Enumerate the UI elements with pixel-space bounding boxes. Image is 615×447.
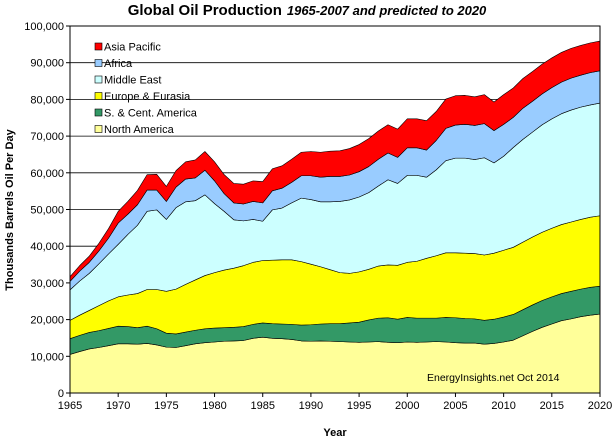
y-tick-label: 80,000 [30,94,64,106]
y-tick-label: 90,000 [30,58,64,70]
x-tick-label: 1985 [250,400,274,412]
x-tick-label: 1970 [106,400,130,412]
legend-label-north-america: North America [104,124,175,136]
chart-subtitle: 1965-2007 and predicted to 2020 [287,3,487,18]
legend-swatch-s-cent-america [94,108,103,117]
x-axis-title: Year [323,427,347,439]
y-axis-ticks: 0 10,000 20,000 30,000 40,000 50,000 60,000 70,… [24,21,70,400]
y-tick-label: 0 [58,388,64,400]
legend-swatch-africa [94,59,103,67]
legend-swatch-middle-east [94,75,103,84]
credit-label: EnergyInsights.net Oct 2014 [427,372,560,384]
legend-label-asia-pacific: Asia Pacific [104,42,161,54]
y-tick-label: 20,000 [30,315,64,327]
y-tick-label: 70,000 [30,131,64,143]
x-tick-label: 2015 [540,400,564,412]
x-tick-label: 1980 [202,400,226,412]
chart-title-line: Global Oil Production 1965-2007 and predi… [128,2,487,19]
y-axis-title: Thousands Barrels Oil Per Day [4,128,16,290]
legend-label-africa: Africa [104,58,133,70]
chart-title: Global Oil Production [128,2,282,19]
y-tick-label: 30,000 [30,278,64,290]
x-tick-label: 2000 [395,400,419,412]
legend-label-s-cent-america: S. & Cent. America [104,108,198,120]
x-tick-label: 2020 [588,400,612,412]
y-tick-label: 100,000 [24,21,64,33]
x-tick-label: 1975 [154,400,178,412]
legend-label-europe-eurasia: Europe & Eurasia [104,91,191,103]
y-tick-label: 40,000 [30,241,64,253]
legend-swatch-north-america [94,125,103,133]
y-tick-label: 10,000 [30,351,64,363]
y-tick-label: 60,000 [30,168,64,180]
legend-swatch-asia-pacific [94,42,103,51]
x-tick-label: 2010 [491,400,515,412]
x-tick-label: 1965 [58,400,82,412]
y-tick-label: 50,000 [30,205,64,217]
x-axis-ticks: 1965 1970 1975 1980 1985 1990 1995 2000 2005 2010… [58,393,612,412]
stacked-areas [69,40,601,394]
x-tick-label: 1990 [299,400,323,412]
x-tick-label: 1995 [347,400,371,412]
legend-label-middle-east: Middle East [104,75,161,87]
legend-swatch-europe-eurasia [94,92,103,100]
x-tick-label: 2005 [443,400,467,412]
legend: Asia Pacific Africa Middle East Europe & Eu… [94,42,198,136]
